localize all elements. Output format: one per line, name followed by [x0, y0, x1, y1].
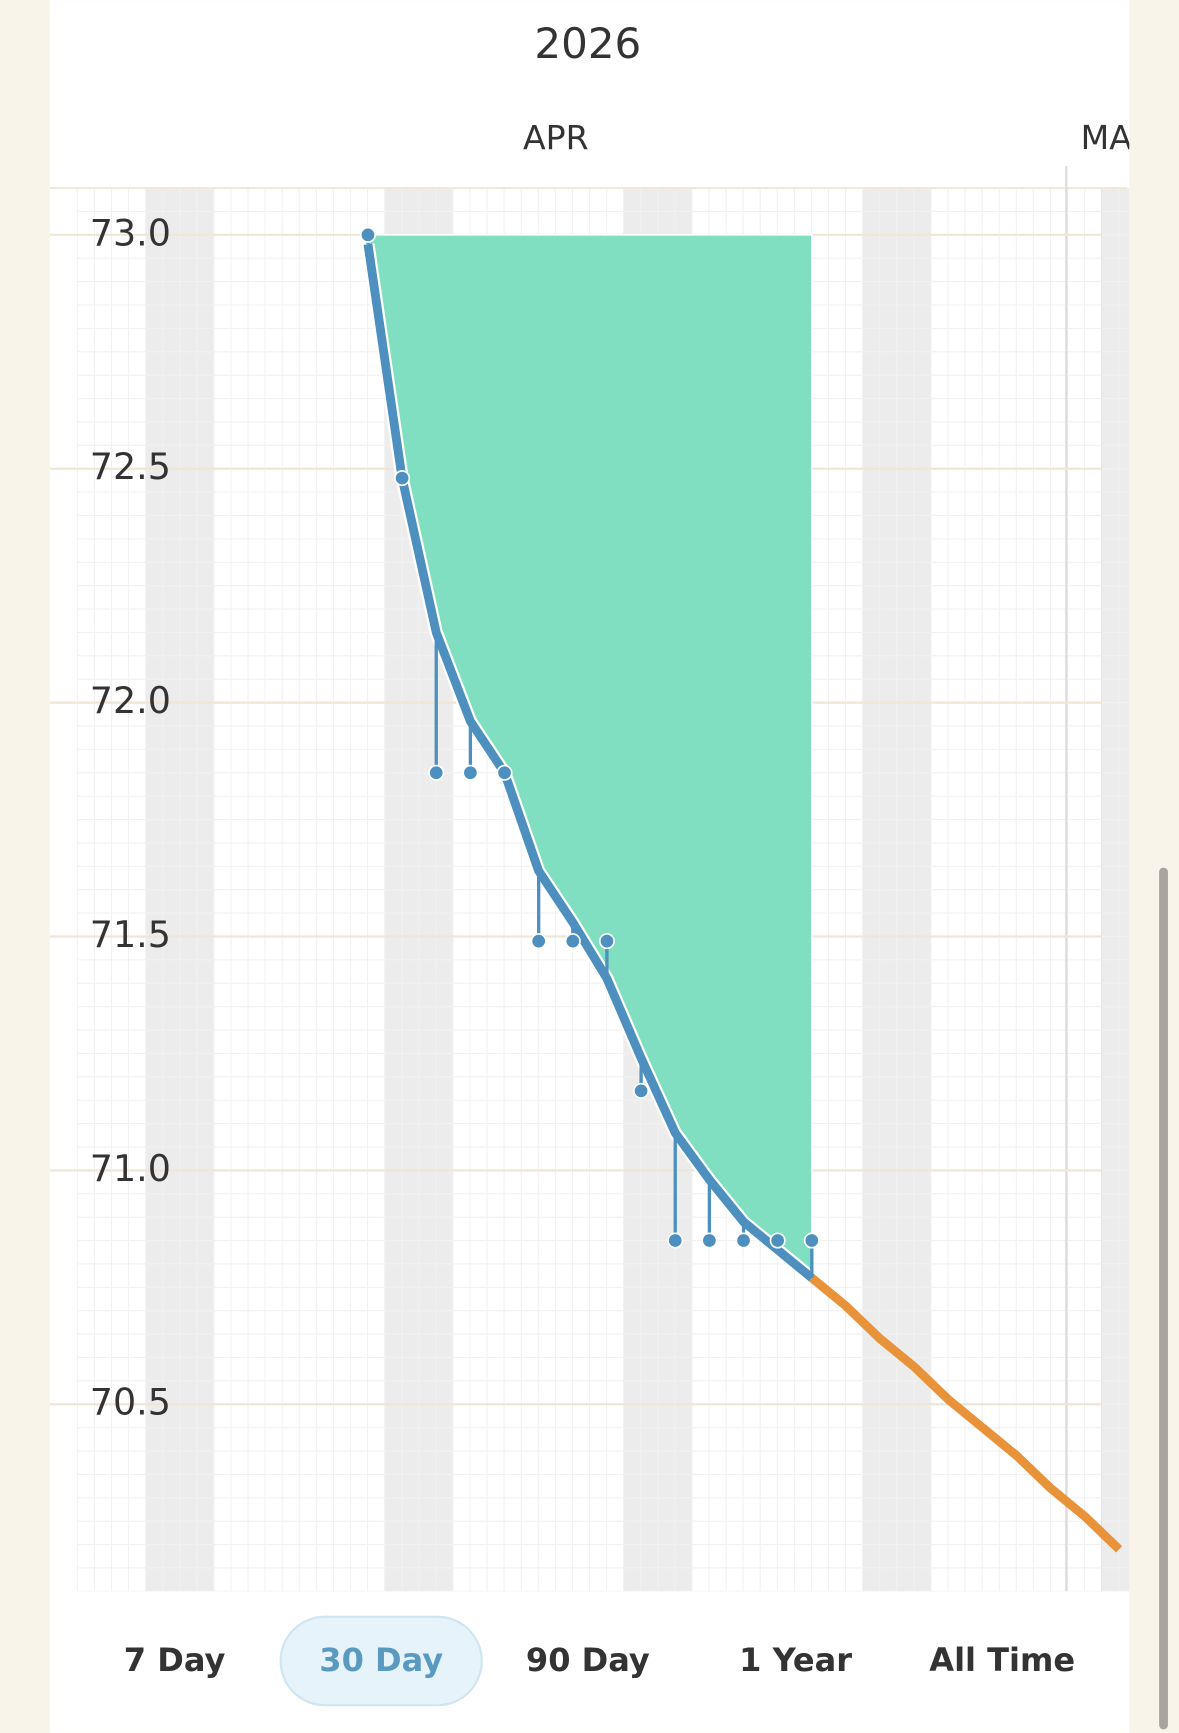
tab-button[interactable]: 1 Year: [739, 1641, 852, 1679]
y-tick-label: 71.5: [90, 913, 171, 956]
weight-dot: [598, 933, 615, 950]
weight-dot: [803, 1232, 820, 1249]
weight-dot: [769, 1232, 786, 1249]
chart-title: 2026: [534, 19, 641, 68]
projection-line: [809, 1274, 1123, 1553]
y-tick-label: 72.0: [90, 679, 171, 722]
y-tick-label: 70.5: [90, 1381, 171, 1424]
weight-dot: [530, 933, 547, 950]
tab-pill: [279, 1615, 483, 1707]
month-label: APR: [523, 118, 589, 157]
tab-button[interactable]: 90 Day: [526, 1641, 650, 1679]
tab-button[interactable]: 30 Day: [319, 1641, 443, 1679]
month-label: MA: [1081, 118, 1133, 157]
weight-dot: [564, 933, 581, 950]
weight-dot: [428, 764, 445, 781]
weight-dot: [394, 470, 411, 487]
weight-dot: [633, 1082, 650, 1099]
scrollbar: [1159, 867, 1168, 1730]
y-tick-label: 73.0: [90, 211, 171, 254]
tab-button[interactable]: 7 Day: [124, 1641, 226, 1679]
plot-marks: [359, 226, 1123, 1553]
trend-line: [363, 243, 815, 1282]
weight-dot: [496, 764, 513, 781]
weight-dot: [359, 226, 376, 243]
y-tick-label: 72.5: [90, 445, 171, 488]
weight-dot: [462, 764, 479, 781]
weight-dot: [735, 1232, 752, 1249]
y-tick-label: 71.0: [90, 1147, 171, 1190]
tab-button[interactable]: All Time: [929, 1641, 1075, 1679]
weight-dot: [701, 1232, 718, 1249]
weight-dot: [667, 1232, 684, 1249]
month-labels: APR MA: [523, 118, 1133, 157]
